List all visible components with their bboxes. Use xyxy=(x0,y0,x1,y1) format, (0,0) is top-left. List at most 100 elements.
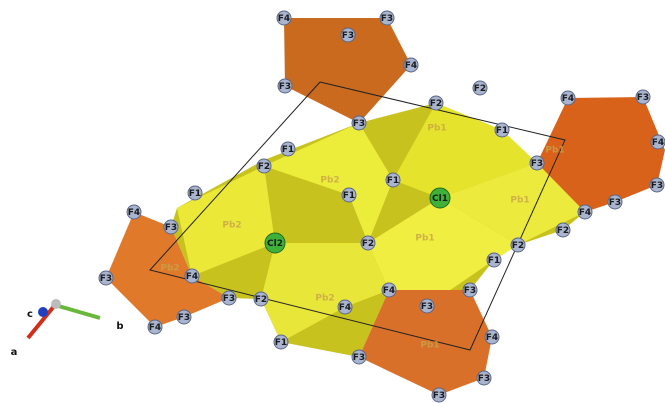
f-atom xyxy=(273,334,289,350)
cl-atom xyxy=(429,187,451,209)
face xyxy=(368,198,518,306)
f-atom xyxy=(176,309,192,325)
atom-label: Cl2 xyxy=(267,239,283,249)
atom-label: F2 xyxy=(255,295,267,305)
atom-label: F3 xyxy=(223,294,235,304)
f-atom xyxy=(607,194,623,210)
atom-label: F1 xyxy=(282,145,294,155)
f-atom xyxy=(403,57,419,73)
pb-labels: Pb1 Pb2 Pb1 Pb2 Pb2 Pb1 Pb2 Pb1 Pb1 xyxy=(160,124,564,351)
axis-triad: a b c xyxy=(11,299,124,358)
f-atom xyxy=(431,387,447,403)
atom-label: F1 xyxy=(189,189,201,199)
atom-label: F3 xyxy=(342,31,354,41)
f-atom xyxy=(510,237,526,253)
pb-label: Pb1 xyxy=(415,234,434,244)
f-atom xyxy=(340,27,356,43)
f-atom xyxy=(280,141,296,157)
face xyxy=(393,103,537,198)
atom-label: F4 xyxy=(383,286,395,296)
atom-label: F4 xyxy=(149,323,161,333)
axis-label: b xyxy=(116,321,123,332)
atom-label: F2 xyxy=(430,99,442,109)
axis-c xyxy=(38,307,48,317)
f-atom xyxy=(253,291,269,307)
atom-label: F4 xyxy=(652,138,664,148)
f-atom xyxy=(484,329,500,345)
f-atom xyxy=(529,155,545,171)
atom-label: Cl1 xyxy=(432,194,448,204)
atom-label: F2 xyxy=(258,162,270,172)
f-atom xyxy=(650,134,665,150)
atom-label: F1 xyxy=(387,176,399,186)
atom-label: F3 xyxy=(651,181,663,191)
f-atom xyxy=(360,235,376,251)
atom-label: F3 xyxy=(100,274,112,284)
f-atom xyxy=(419,298,435,314)
f-atom xyxy=(351,349,367,365)
orange-polyhedron xyxy=(106,212,229,327)
unit-cell xyxy=(149,81,566,351)
atom-label: F1 xyxy=(488,256,500,266)
face xyxy=(264,123,393,243)
atom-label: F3 xyxy=(353,119,365,129)
f-atom xyxy=(341,187,357,203)
atoms: F4 F3 F3 F4 F3 F2 F2 F4 F3 F3 F1 F1 F2 F3 F4 F1 Cl1 F1 F1 F… xyxy=(98,10,665,403)
f-atom xyxy=(428,95,444,111)
atom-label: F3 xyxy=(433,391,445,401)
f-atom xyxy=(476,370,492,386)
atom-label: F3 xyxy=(353,353,365,363)
atom-label: F1 xyxy=(496,126,508,136)
atom-label: F2 xyxy=(557,226,569,236)
orange-polyhedron xyxy=(537,97,665,212)
atom-label: F3 xyxy=(478,374,490,384)
atom-label: F3 xyxy=(178,313,190,323)
atom-label: F3 xyxy=(531,159,543,169)
origin xyxy=(51,299,61,309)
atom-label: F4 xyxy=(486,333,498,343)
f-atom xyxy=(379,10,395,26)
face xyxy=(177,166,275,276)
cl-atom xyxy=(264,232,286,254)
f-atom xyxy=(187,185,203,201)
f-atom xyxy=(486,252,502,268)
f-atom xyxy=(381,282,397,298)
f-atom xyxy=(560,90,576,106)
atom-label: F3 xyxy=(381,14,393,24)
f-atom xyxy=(337,299,353,315)
axis-label: c xyxy=(27,309,33,320)
f-atom xyxy=(126,204,142,220)
f-atom xyxy=(276,10,292,26)
f-atom xyxy=(385,172,401,188)
atom-label: F2 xyxy=(362,239,374,249)
f-atom xyxy=(555,222,571,238)
f-atom xyxy=(221,290,237,306)
atom-label: F1 xyxy=(343,191,355,201)
atom-label: F3 xyxy=(165,223,177,233)
atom-label: F1 xyxy=(275,338,287,348)
f-atom xyxy=(351,115,367,131)
atom-label: F4 xyxy=(278,14,290,24)
pb-label: Pb1 xyxy=(420,341,439,351)
orange-polyhedron xyxy=(284,18,411,123)
atom-label: F3 xyxy=(637,93,649,103)
atom-label: F3 xyxy=(421,302,433,312)
atom-label: F4 xyxy=(562,94,574,104)
atom-label: F3 xyxy=(464,286,476,296)
atom-label: F3 xyxy=(279,82,291,92)
atom-label: F2 xyxy=(512,241,524,251)
atom-label: F3 xyxy=(609,198,621,208)
pb-label: Pb1 xyxy=(510,196,529,206)
atom-label: F4 xyxy=(186,272,198,282)
f-atom xyxy=(184,268,200,284)
face xyxy=(261,243,389,342)
f-atom xyxy=(635,89,651,105)
f-atom xyxy=(277,78,293,94)
polyhedra xyxy=(106,18,665,395)
atom-label: F4 xyxy=(579,208,591,218)
pb-label: Pb2 xyxy=(315,294,334,304)
axis-b xyxy=(54,303,101,320)
f-atom xyxy=(577,204,593,220)
f-atom xyxy=(472,80,488,96)
